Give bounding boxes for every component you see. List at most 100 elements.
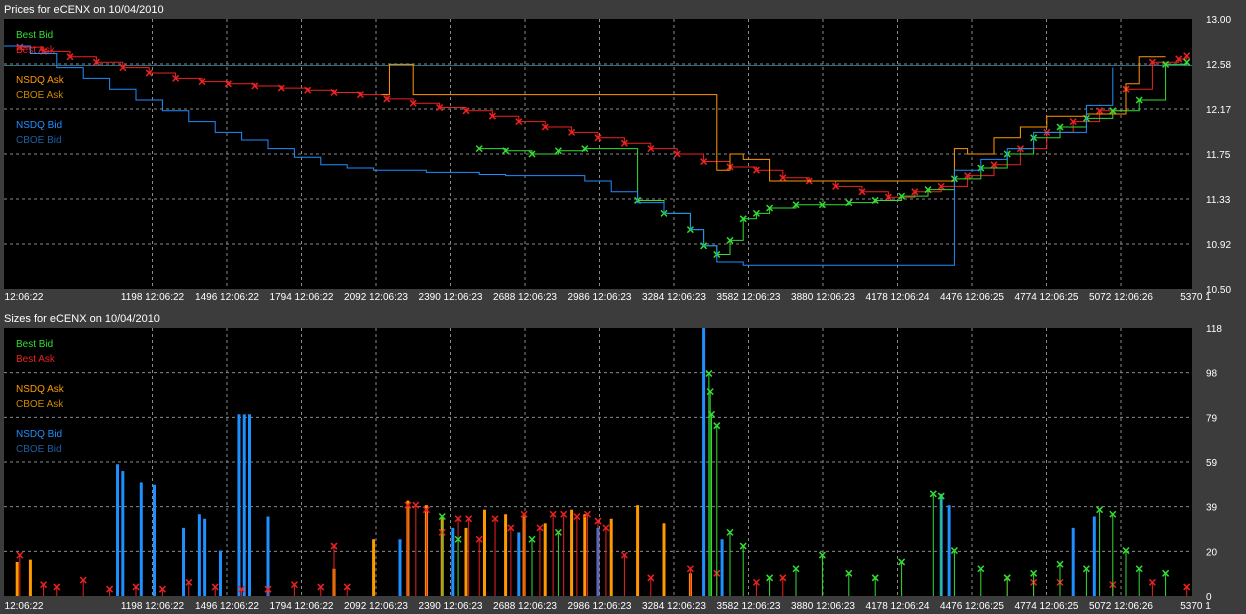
size-x-tick-label: 3284 12:06:23: [642, 601, 706, 612]
best-ask-marker: [752, 578, 760, 586]
price-x-tick-label: 4178 12:06:24: [866, 292, 930, 303]
size-y-tick-label: 118: [1206, 324, 1222, 335]
best-ask-marker: [40, 581, 48, 589]
best-bid-marker: [977, 565, 985, 573]
legend-best-ask: Best Ask: [16, 354, 56, 365]
best-ask-marker: [573, 512, 581, 521]
legend-nsdq-bid: NSDQ Bid: [16, 429, 62, 440]
best-ask-marker: [79, 576, 87, 584]
nsdq-ask-bar: [482, 509, 486, 596]
best-ask-marker: [211, 583, 219, 591]
best-ask-marker: [198, 78, 206, 86]
best-bid-marker: [898, 558, 906, 566]
price-y-tick-label: 10.92: [1206, 240, 1231, 251]
nsdq-bid-bar: [702, 328, 706, 596]
best-bid-marker: [1030, 569, 1038, 577]
best-ask-marker: [536, 524, 544, 532]
legend-best-bid: Best Bid: [16, 339, 53, 350]
best-bid-marker: [845, 199, 853, 207]
best-ask-marker: [356, 91, 364, 99]
legend-nsdq-bid: NSDQ Bid: [16, 120, 62, 131]
best-ask-marker: [404, 501, 412, 509]
best-ask-marker: [16, 43, 24, 51]
price-x-tick-label: 12:06:22: [5, 292, 44, 303]
price-y-axis: 13.00 12.58 12.17 11.75 11.33 10.92 10.50: [1206, 15, 1231, 296]
nsdq-bid-bar: [116, 464, 120, 596]
best-ask-marker: [1175, 55, 1183, 63]
best-bid-marker: [475, 145, 483, 153]
best-bid-marker: [871, 196, 879, 204]
best-ask-marker: [317, 583, 325, 591]
best-ask-marker: [92, 58, 100, 66]
best-bid-marker: [554, 147, 562, 155]
best-bid-marker: [845, 569, 853, 577]
nsdq-bid-bar: [182, 527, 186, 596]
best-ask-marker: [491, 515, 499, 523]
nsdq-ask-bar: [543, 523, 547, 596]
nsdq-bid-bar: [121, 471, 125, 596]
size-y-tick-label: 20: [1206, 547, 1218, 558]
nsdq-bid-bar: [947, 505, 951, 596]
best-ask-marker: [224, 80, 232, 88]
size-x-tick-label: 3880 12:06:23: [791, 601, 855, 612]
best-ask-marker: [251, 82, 259, 90]
legend-best-ask: Best Ask: [16, 45, 56, 56]
best-ask-marker: [507, 524, 515, 532]
size-x-tick-label: 12:06:22: [5, 601, 44, 612]
size-legend: Best Bid Best Ask NSDQ Ask CBOE Ask NSDQ Bid…: [16, 339, 65, 455]
size-x-tick-label: 1198 12:06:22: [121, 601, 185, 612]
price-x-tick-label: 4774 12:06:25: [1015, 292, 1079, 303]
size-x-tick-label: 2986 12:06:23: [568, 601, 632, 612]
best-ask-marker: [465, 515, 473, 523]
price-y-tick-label: 13.00: [1206, 15, 1231, 26]
best-ask-marker: [602, 524, 610, 532]
best-ask-marker: [541, 123, 549, 131]
best-bid-marker: [528, 150, 536, 158]
best-ask-marker: [290, 581, 298, 589]
nsdq-bid-bar: [242, 414, 246, 596]
size-y-tick-label: 98: [1206, 369, 1218, 380]
price-y-tick-label: 12.17: [1206, 105, 1231, 116]
nsdq-bid-bar: [720, 539, 724, 596]
best-ask-marker: [779, 574, 787, 582]
nsdq-bid-bar: [451, 527, 455, 596]
best-ask-marker: [488, 112, 496, 120]
best-bid-marker: [898, 192, 906, 200]
nsdq-ask-bar: [609, 518, 613, 596]
best-bid-marker: [726, 236, 734, 244]
best-bid-marker: [554, 528, 562, 536]
price-series-group: [4, 43, 1192, 266]
best-ask-marker: [16, 551, 24, 559]
best-ask-marker: [673, 150, 681, 158]
best-ask-marker: [964, 172, 972, 180]
size-x-tick-label: 2688 12:06:23: [493, 601, 557, 612]
best-ask-marker: [172, 74, 180, 82]
best-ask-marker: [647, 574, 655, 582]
nsdq-bid-bar: [398, 539, 402, 596]
best-ask-marker: [304, 86, 312, 94]
best-ask-marker: [158, 585, 166, 593]
best-bid-marker: [1056, 560, 1064, 568]
best-bid-marker: [706, 388, 714, 396]
size-y-tick-label: 79: [1206, 413, 1218, 424]
price-y-tick-label: 11.33: [1206, 195, 1231, 206]
price-x-tick-label: 1794 12:06:22: [270, 292, 334, 303]
legend-nsdq-ask: NSDQ Ask: [16, 384, 65, 395]
price-y-tick-label: 10.50: [1206, 285, 1231, 296]
best-bid-marker: [1122, 547, 1130, 555]
best-ask-marker: [132, 583, 140, 591]
best-ask-marker: [620, 551, 628, 559]
best-bid-marker: [739, 215, 747, 223]
best-bid-marker: [1096, 506, 1104, 514]
best-ask-marker: [686, 565, 694, 573]
best-bid-marker: [950, 547, 958, 555]
best-ask-marker: [330, 542, 338, 550]
best-ask-marker: [911, 188, 919, 196]
size-x-tick-label: 1496 12:06:22: [195, 601, 259, 612]
best-ask-marker: [560, 510, 568, 518]
best-ask-marker: [106, 585, 114, 593]
best-bid-marker: [1183, 58, 1191, 66]
size-x-tick-label: 4178 12:06:24: [866, 601, 930, 612]
best-ask-marker: [330, 88, 338, 96]
